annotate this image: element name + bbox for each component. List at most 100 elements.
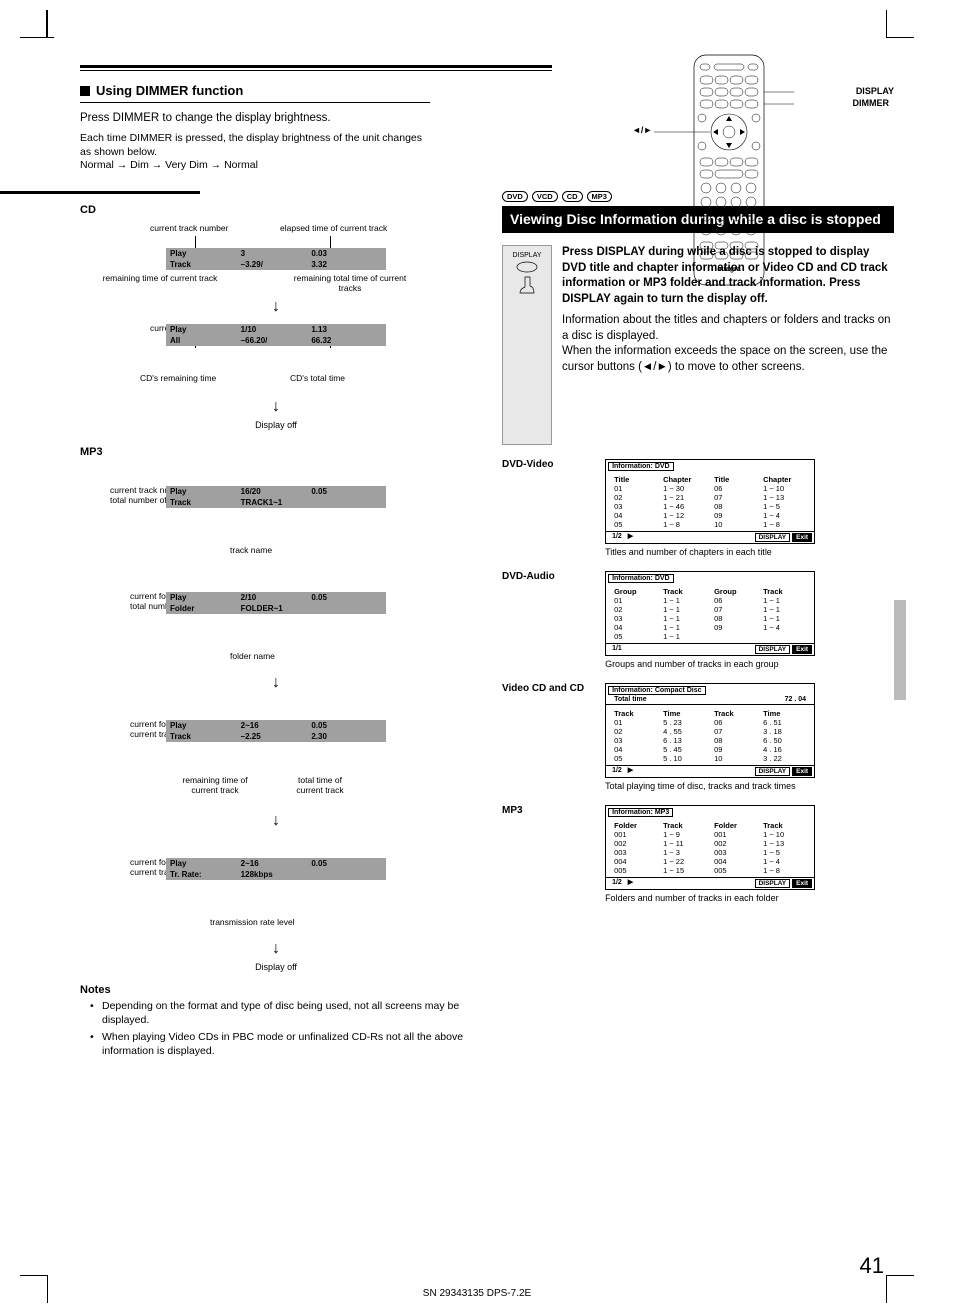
osd-display-btn: DISPLAY <box>755 767 791 776</box>
page-number: 41 <box>860 1253 884 1279</box>
cell: Play <box>170 249 241 258</box>
mp3-diagram-4: current folder number/ current track num… <box>80 858 472 936</box>
dimmer-heading-text: Using DIMMER function <box>96 83 243 98</box>
disc-tag-dvd: DVD <box>502 191 528 202</box>
mp3-diagram-1: current track number/ total number of tr… <box>80 486 472 564</box>
ann-fn: folder name <box>230 652 275 662</box>
cell: 0.05 <box>311 721 382 730</box>
dvd-video-osd: Information: DVD TitleChapter011 ~ 30021… <box>605 459 815 544</box>
dvd-video-section: DVD-Video Information: DVD TitleChapter0… <box>502 459 894 557</box>
cell: –3.29/ <box>241 260 312 269</box>
disc-tag-vcd: VCD <box>532 191 558 202</box>
osd-display-btn: DISPLAY <box>755 879 791 888</box>
osd-page: 1/2 <box>606 878 628 889</box>
cell: 1/10 <box>241 325 312 334</box>
square-bullet-icon <box>80 86 90 96</box>
dimmer-p2: Each time DIMMER is pressed, the display… <box>80 131 430 159</box>
mp3-display-2: Play2/100.05 FolderFOLDER~1 <box>166 592 386 614</box>
osd-page: 1/2 <box>606 532 628 543</box>
cell: Play <box>170 325 241 334</box>
osd-exit-btn: Exit <box>792 767 812 776</box>
cell: Play <box>170 593 241 602</box>
ann-cdtt: CD's total time <box>290 374 345 384</box>
cell: 2~16 <box>241 859 312 868</box>
ann-rttt: remaining total time of current tracks <box>290 274 410 294</box>
cd-diagram-1: current track number elapsed time of cur… <box>80 224 472 294</box>
ann-rtct: remaining time of current track <box>100 274 220 284</box>
dvd-audio-section: DVD-Audio Information: DVD GroupTrack011… <box>502 571 894 669</box>
ann-ctn: current track number <box>150 224 228 234</box>
viewing-body1: Information about the titles and chapter… <box>562 313 894 344</box>
mp3-info-label: MP3 <box>502 805 602 816</box>
cd-display-2: Play1/101.13 All–66.20/66.32 <box>166 324 386 346</box>
dvd-video-caption: Titles and number of chapters in each ti… <box>605 547 815 557</box>
remote-display-label: DISPLAY <box>856 86 894 96</box>
total-label: Total time <box>614 696 647 703</box>
cell: Track <box>170 260 241 269</box>
cd-display-1: Play30.03 Track–3.29/3.32 <box>166 248 386 270</box>
vcd-cd-label: Video CD and CD <box>502 683 602 694</box>
remote-dimmer-label: DIMMER <box>853 98 890 108</box>
cell: Track <box>170 498 241 507</box>
cell: FOLDER~1 <box>241 604 312 613</box>
cd-diagram-2: current track number current total time … <box>80 324 472 394</box>
cell: 128kbps <box>241 870 312 879</box>
remote-diagram: Integra DISPLAY DIMMER ◄/► <box>654 50 884 290</box>
notes-list: Depending on the format and type of disc… <box>94 999 472 1059</box>
cell: All <box>170 336 241 345</box>
mp3-info-osd: Information: MP3 FolderTrack0011 ~ 90021… <box>605 805 815 890</box>
cell: 0.03 <box>311 249 382 258</box>
mp3-info-caption: Folders and number of tracks in each fol… <box>605 893 815 903</box>
vcd-cd-section: Video CD and CD Information: Compact Dis… <box>502 683 894 791</box>
cell: –2.25 <box>241 732 312 741</box>
osd-page: 1/1 <box>606 644 628 655</box>
cell <box>311 604 382 613</box>
notes-heading: Notes <box>80 984 472 996</box>
osd-title: Information: Compact Disc <box>608 686 705 695</box>
ann-tn: track name <box>230 546 272 556</box>
cell: 2~16 <box>241 721 312 730</box>
disc-tag-cd: CD <box>562 191 583 202</box>
cd-display-off: Display off <box>80 420 472 430</box>
down-arrow-icon: ↓ <box>80 298 472 316</box>
dvd-video-label: DVD-Video <box>502 459 602 470</box>
ann-rtct: remaining time of current track <box>175 776 255 796</box>
display-button-icon: DISPLAY <box>502 245 552 445</box>
osd-display-btn: DISPLAY <box>755 533 791 542</box>
cell: 0.05 <box>311 859 382 868</box>
cell: 1.13 <box>311 325 382 334</box>
osd-title: Information: DVD <box>608 574 674 583</box>
mp3-display-off: Display off <box>80 962 472 972</box>
cell: 2/10 <box>241 593 312 602</box>
cell: 16/20 <box>241 487 312 496</box>
dimmer-p3: Normal → Dim → Very Dim → Normal <box>80 159 430 171</box>
side-tab <box>894 600 906 700</box>
svg-text:Integra: Integra <box>717 266 740 273</box>
cell: –66.20/ <box>241 336 312 345</box>
right-column: DVD VCD CD MP3 Viewing Disc Information … <box>502 191 894 1059</box>
dvd-audio-caption: Groups and number of tracks in each grou… <box>605 659 815 669</box>
black-strip <box>0 191 200 194</box>
osd-exit-btn: Exit <box>792 879 812 888</box>
mp3-info-section: MP3 Information: MP3 FolderTrack0011 ~ 9… <box>502 805 894 903</box>
cell: 0.05 <box>311 487 382 496</box>
cell: Track <box>170 732 241 741</box>
press-hand-icon <box>512 259 542 295</box>
cell: Play <box>170 721 241 730</box>
total-value: 72 . 04 <box>785 696 806 703</box>
osd-exit-btn: Exit <box>792 533 812 542</box>
manual-page: Integra DISPLAY DIMMER ◄/► Using DIMMER … <box>0 0 954 1313</box>
cell <box>311 498 382 507</box>
vcd-cd-caption: Total playing time of disc, tracks and t… <box>605 781 815 791</box>
mp3-display-1: Play16/200.05 TrackTRACK1~1 <box>166 486 386 508</box>
cell: 3 <box>241 249 312 258</box>
footer-code: SN 29343135 DPS-7.2E <box>0 1288 954 1299</box>
cell: 2.30 <box>311 732 382 741</box>
remote-nav-label: ◄/► <box>632 125 652 135</box>
mp3-diagram-2: current folder number/ total number of f… <box>80 592 472 670</box>
cell: 0.05 <box>311 593 382 602</box>
cell: TRACK1~1 <box>241 498 312 507</box>
dvd-audio-label: DVD-Audio <box>502 571 602 582</box>
mp3-label: MP3 <box>80 446 472 458</box>
cell: 3.32 <box>311 260 382 269</box>
